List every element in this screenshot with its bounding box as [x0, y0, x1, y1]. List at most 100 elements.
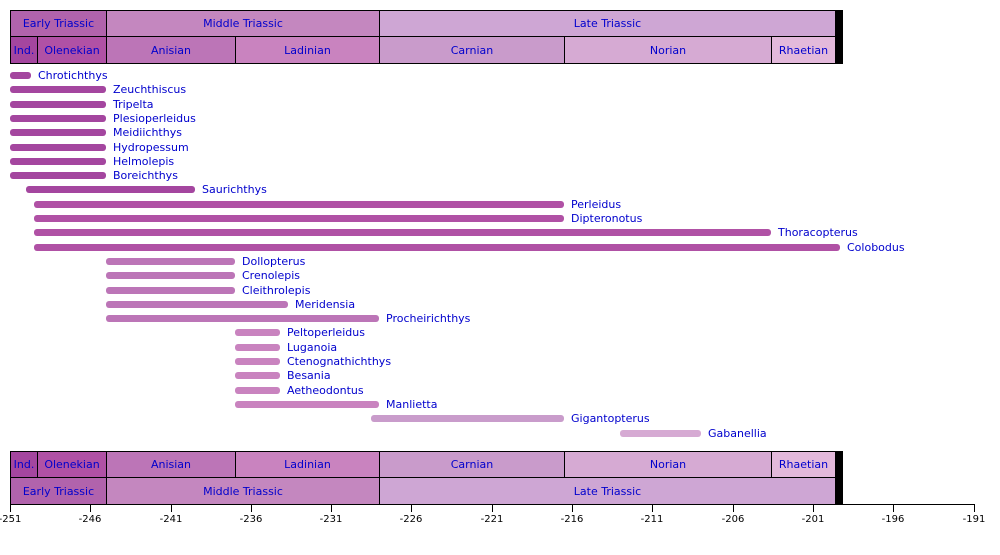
stage-top-label: Anisian: [150, 43, 192, 57]
taxon-label-ctenognathichthys: Ctenognathichthys: [287, 355, 392, 368]
x-axis-tick-label: -206: [721, 514, 745, 525]
stage-top-label: Norian: [649, 43, 687, 57]
stage-top-olenekian: Olenekian: [37, 36, 107, 64]
epoch-top-late-triassic: Late Triassic: [379, 10, 836, 37]
taxon-bar-perleidus: [34, 201, 564, 208]
taxon-label-peltoperleidus: Peltoperleidus: [287, 326, 365, 339]
taxon-label-tripelta: Tripelta: [113, 98, 154, 111]
x-axis-tick-label: -196: [881, 514, 905, 525]
taxon-bar-helmolepis: [10, 158, 106, 165]
stage-top-ind: Ind.: [10, 36, 38, 64]
epoch-top-label: Late Triassic: [573, 17, 642, 30]
stage-top-label: Olenekian: [44, 43, 100, 57]
stage-bottom-label: Ind.: [13, 458, 35, 471]
taxon-bar-ctenognathichthys: [235, 358, 280, 365]
x-axis-tick: [572, 504, 573, 512]
taxon-label-thoracopterus: Thoracopterus: [778, 226, 858, 239]
stage-bottom-label: Carnian: [450, 458, 494, 471]
x-axis-tick: [652, 504, 653, 512]
taxon-bar-plesioperleidus: [10, 115, 106, 122]
stage-top-anisian: Anisian: [106, 36, 236, 64]
x-axis-tick-label: -231: [319, 514, 343, 525]
timeline-end-cap: [835, 451, 843, 505]
taxon-bar-boreichthys: [10, 172, 106, 179]
epoch-top-early-triassic: Early Triassic: [10, 10, 107, 37]
taxon-label-crenolepis: Crenolepis: [242, 269, 301, 282]
x-axis-tick: [10, 504, 11, 512]
epoch-bottom-label: Middle Triassic: [203, 484, 283, 498]
stage-bottom-ind: Ind.: [10, 451, 38, 478]
taxon-label-dipteronotus: Dipteronotus: [571, 212, 643, 225]
taxon-bar-cleithrolepis: [106, 287, 235, 294]
x-axis-tick: [251, 504, 252, 512]
taxon-bar-aetheodontus: [235, 387, 280, 394]
epoch-bottom-early-triassic: Early Triassic: [10, 477, 107, 505]
taxon-bar-hydropessum: [10, 144, 106, 151]
taxon-label-gabanellia: Gabanellia: [708, 427, 767, 440]
taxon-label-meridensia: Meridensia: [295, 298, 356, 311]
stage-top-rhaetian: Rhaetian: [771, 36, 836, 64]
stage-bottom-rhaetian: Rhaetian: [771, 451, 836, 478]
epoch-bottom-middle-triassic: Middle Triassic: [106, 477, 380, 505]
x-axis-tick: [813, 504, 814, 512]
x-axis-tick-label: -236: [239, 514, 263, 525]
taxon-bar-meridensia: [106, 301, 288, 308]
x-axis-tick-label: -191: [962, 514, 986, 525]
taxon-bar-meidiichthys: [10, 129, 106, 136]
x-axis-tick: [733, 504, 734, 512]
stage-top-label: Rhaetian: [778, 43, 829, 57]
taxon-label-perleidus: Perleidus: [571, 198, 622, 211]
taxon-label-luganoia: Luganoia: [287, 341, 338, 354]
stage-top-label: Ind.: [13, 43, 35, 57]
stage-bottom-norian: Norian: [564, 451, 772, 478]
taxon-bar-colobodus: [34, 244, 840, 251]
epoch-bottom-label: Early Triassic: [22, 484, 95, 498]
x-axis-tick-label: -251: [0, 514, 22, 525]
taxon-label-procheirichthys: Procheirichthys: [386, 312, 471, 325]
stage-bottom-label: Olenekian: [44, 458, 100, 471]
epoch-bottom-label: Late Triassic: [573, 484, 642, 498]
stage-bottom-label: Ladinian: [284, 458, 331, 471]
taxon-label-meidiichthys: Meidiichthys: [113, 126, 182, 139]
stage-bottom-ladinian: Ladinian: [235, 451, 380, 478]
x-axis-tick-label: -226: [399, 514, 423, 525]
x-axis-tick: [90, 504, 91, 512]
taxon-bar-thoracopterus: [34, 229, 771, 236]
x-axis-tick-label: -216: [560, 514, 584, 525]
x-axis-tick: [492, 504, 493, 512]
taxon-label-manlietta: Manlietta: [386, 398, 438, 411]
stage-top-label: Ladinian: [284, 43, 331, 57]
x-axis-tick: [893, 504, 894, 512]
stage-top-label: Carnian: [450, 43, 494, 57]
taxon-bar-saurichthys: [26, 186, 195, 193]
timeline-end-cap: [835, 10, 843, 64]
taxon-bar-zeuchthiscus: [10, 86, 106, 93]
stage-top-ladinian: Ladinian: [235, 36, 380, 64]
taxon-bar-gigantopterus: [371, 415, 564, 422]
taxon-bar-luganoia: [235, 344, 280, 351]
x-axis-tick: [411, 504, 412, 512]
stage-top-norian: Norian: [564, 36, 772, 64]
x-axis-tick-label: -246: [78, 514, 102, 525]
x-axis-tick-label: -211: [640, 514, 664, 525]
taxon-bar-manlietta: [235, 401, 379, 408]
x-axis-tick-label: -221: [480, 514, 504, 525]
taxon-label-chrotichthys: Chrotichthys: [38, 69, 108, 82]
taxon-bar-peltoperleidus: [235, 329, 280, 336]
taxon-label-gigantopterus: Gigantopterus: [571, 412, 650, 425]
stage-bottom-label: Rhaetian: [778, 458, 829, 471]
x-axis-tick-label: -201: [801, 514, 825, 525]
taxon-label-zeuchthiscus: Zeuchthiscus: [113, 83, 187, 96]
taxon-label-plesioperleidus: Plesioperleidus: [113, 112, 196, 125]
stage-bottom-anisian: Anisian: [106, 451, 236, 478]
taxon-label-dollopterus: Dollopterus: [242, 255, 306, 268]
taxon-label-besania: Besania: [287, 369, 331, 382]
taxon-label-cleithrolepis: Cleithrolepis: [242, 284, 311, 297]
x-axis-tick-label: -241: [159, 514, 183, 525]
taxon-label-saurichthys: Saurichthys: [202, 183, 267, 196]
taxon-label-hydropessum: Hydropessum: [113, 141, 189, 154]
stage-bottom-olenekian: Olenekian: [37, 451, 107, 478]
stage-bottom-label: Anisian: [150, 458, 192, 471]
stage-bottom-label: Norian: [649, 458, 687, 471]
x-axis-tick: [331, 504, 332, 512]
